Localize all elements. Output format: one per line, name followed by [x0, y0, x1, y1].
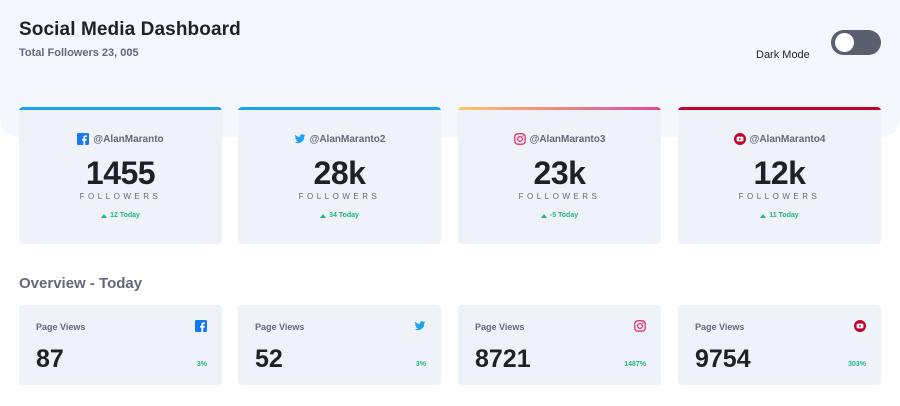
metric-value: 9754	[695, 345, 751, 373]
metric-label: Page Views	[36, 322, 86, 332]
followers-unit: FOLLOWERS	[738, 192, 821, 201]
daily-change-text: -5 Today	[549, 212, 579, 219]
followers-unit: FOLLOWERS	[518, 192, 601, 201]
overview-card-facebook[interactable]: Page Views 87 3%	[19, 305, 222, 385]
metric-label: Page Views	[475, 322, 525, 332]
facebook-icon	[77, 133, 90, 145]
metric-percent: 3%	[196, 361, 207, 368]
metric-percent: 3%	[415, 361, 426, 368]
dark-mode-toggle[interactable]	[831, 30, 881, 55]
daily-change-text: 34 Today	[329, 212, 359, 219]
followers-card-facebook[interactable]: @AlanMaranto 1455 FOLLOWERS 12 Today	[19, 107, 222, 244]
daily-change-text: 12 Today	[110, 212, 140, 219]
overview-card-twitter[interactable]: Page Views 52 3%	[238, 305, 441, 385]
metric-percent: 303%	[848, 361, 866, 368]
daily-change-text: 11 Today	[769, 212, 799, 219]
overview-card-instagram[interactable]: Page Views 8721 1487%	[458, 305, 661, 385]
card-accent-bar	[19, 107, 222, 110]
followers-card-twitter[interactable]: @AlanMaranto2 28k FOLLOWERS 34 Today	[238, 107, 441, 244]
arrow-up-icon	[760, 213, 767, 218]
youtube-icon	[854, 320, 866, 332]
follower-count: 1455	[85, 155, 156, 191]
facebook-icon	[195, 320, 207, 332]
twitter-icon	[294, 133, 306, 145]
dark-mode-label: Dark Mode	[756, 49, 810, 61]
metric-value: 87	[36, 345, 64, 373]
account-handle: @AlanMaranto2	[309, 133, 386, 145]
account-handle: @AlanMaranto4	[749, 133, 826, 145]
page-header: Social Media Dashboard Total Followers 2…	[19, 19, 241, 59]
metric-label: Page Views	[255, 322, 305, 332]
follower-count: 23k	[533, 155, 586, 191]
twitter-icon	[414, 320, 426, 332]
metric-label: Page Views	[695, 322, 745, 332]
followers-unit: FOLLOWERS	[298, 192, 381, 201]
metric-value: 52	[255, 345, 283, 373]
youtube-icon	[733, 133, 746, 145]
metric-value: 8721	[475, 345, 531, 373]
card-accent-bar	[458, 107, 661, 110]
daily-change: -5 Today	[458, 212, 661, 219]
card-accent-bar	[238, 107, 441, 110]
account-handle: @AlanMaranto	[93, 133, 164, 145]
metric-percent: 1487%	[624, 361, 646, 368]
arrow-up-icon	[101, 213, 108, 218]
followers-unit: FOLLOWERS	[79, 192, 162, 201]
followers-card-instagram[interactable]: @AlanMaranto3 23k FOLLOWERS -5 Today	[458, 107, 661, 244]
daily-change: 11 Today	[678, 212, 881, 219]
daily-change: 12 Today	[19, 212, 222, 219]
arrow-up-icon	[540, 213, 547, 218]
followers-card-youtube[interactable]: @AlanMaranto4 12k FOLLOWERS 11 Today	[678, 107, 881, 244]
page-title: Social Media Dashboard	[19, 19, 241, 40]
account-handle: @AlanMaranto3	[529, 133, 606, 145]
toggle-knob	[835, 33, 854, 52]
instagram-icon	[634, 320, 646, 332]
instagram-icon	[513, 133, 526, 145]
card-accent-bar	[678, 107, 881, 110]
daily-change: 34 Today	[238, 212, 441, 219]
arrow-up-icon	[320, 213, 327, 218]
overview-title: Overview - Today	[19, 275, 143, 292]
total-followers: Total Followers 23, 005	[19, 47, 139, 59]
follower-count: 28k	[313, 155, 366, 191]
overview-card-youtube[interactable]: Page Views 9754 303%	[678, 305, 881, 385]
follower-count: 12k	[753, 155, 806, 191]
